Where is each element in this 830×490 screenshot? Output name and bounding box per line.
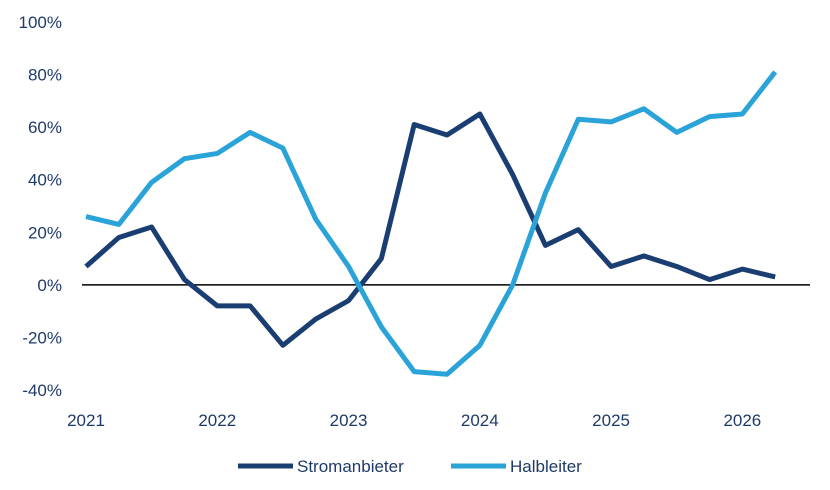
y-tick-label: 40% bbox=[28, 171, 62, 190]
x-tick-label: 2024 bbox=[461, 411, 499, 430]
legend-label-halbleiter: Halbleiter bbox=[510, 457, 582, 476]
y-tick-label: 0% bbox=[37, 276, 62, 295]
y-tick-label: 80% bbox=[28, 66, 62, 85]
y-axis-ticks: -40% -20% 0% 20% 40% 60% 80% 100% bbox=[19, 13, 62, 400]
x-axis-ticks: 2021 2022 2023 2024 2025 2026 bbox=[67, 411, 761, 430]
series-line-stromanbieter bbox=[84, 111, 776, 348]
x-tick-label: 2025 bbox=[592, 411, 630, 430]
x-tick-label: 2022 bbox=[198, 411, 236, 430]
x-tick-label: 2021 bbox=[67, 411, 105, 430]
series-lines bbox=[84, 70, 778, 377]
y-tick-label: 100% bbox=[19, 13, 62, 32]
y-tick-label: -20% bbox=[22, 328, 62, 347]
series-line-halbleiter bbox=[85, 70, 778, 377]
legend-label-stromanbieter: Stromanbieter bbox=[297, 457, 404, 476]
y-tick-label: 60% bbox=[28, 118, 62, 137]
y-tick-label: 20% bbox=[28, 223, 62, 242]
x-tick-label: 2023 bbox=[330, 411, 368, 430]
x-tick-label: 2026 bbox=[723, 411, 761, 430]
y-tick-label: -40% bbox=[22, 381, 62, 400]
legend: Stromanbieter Halbleiter bbox=[238, 457, 582, 476]
